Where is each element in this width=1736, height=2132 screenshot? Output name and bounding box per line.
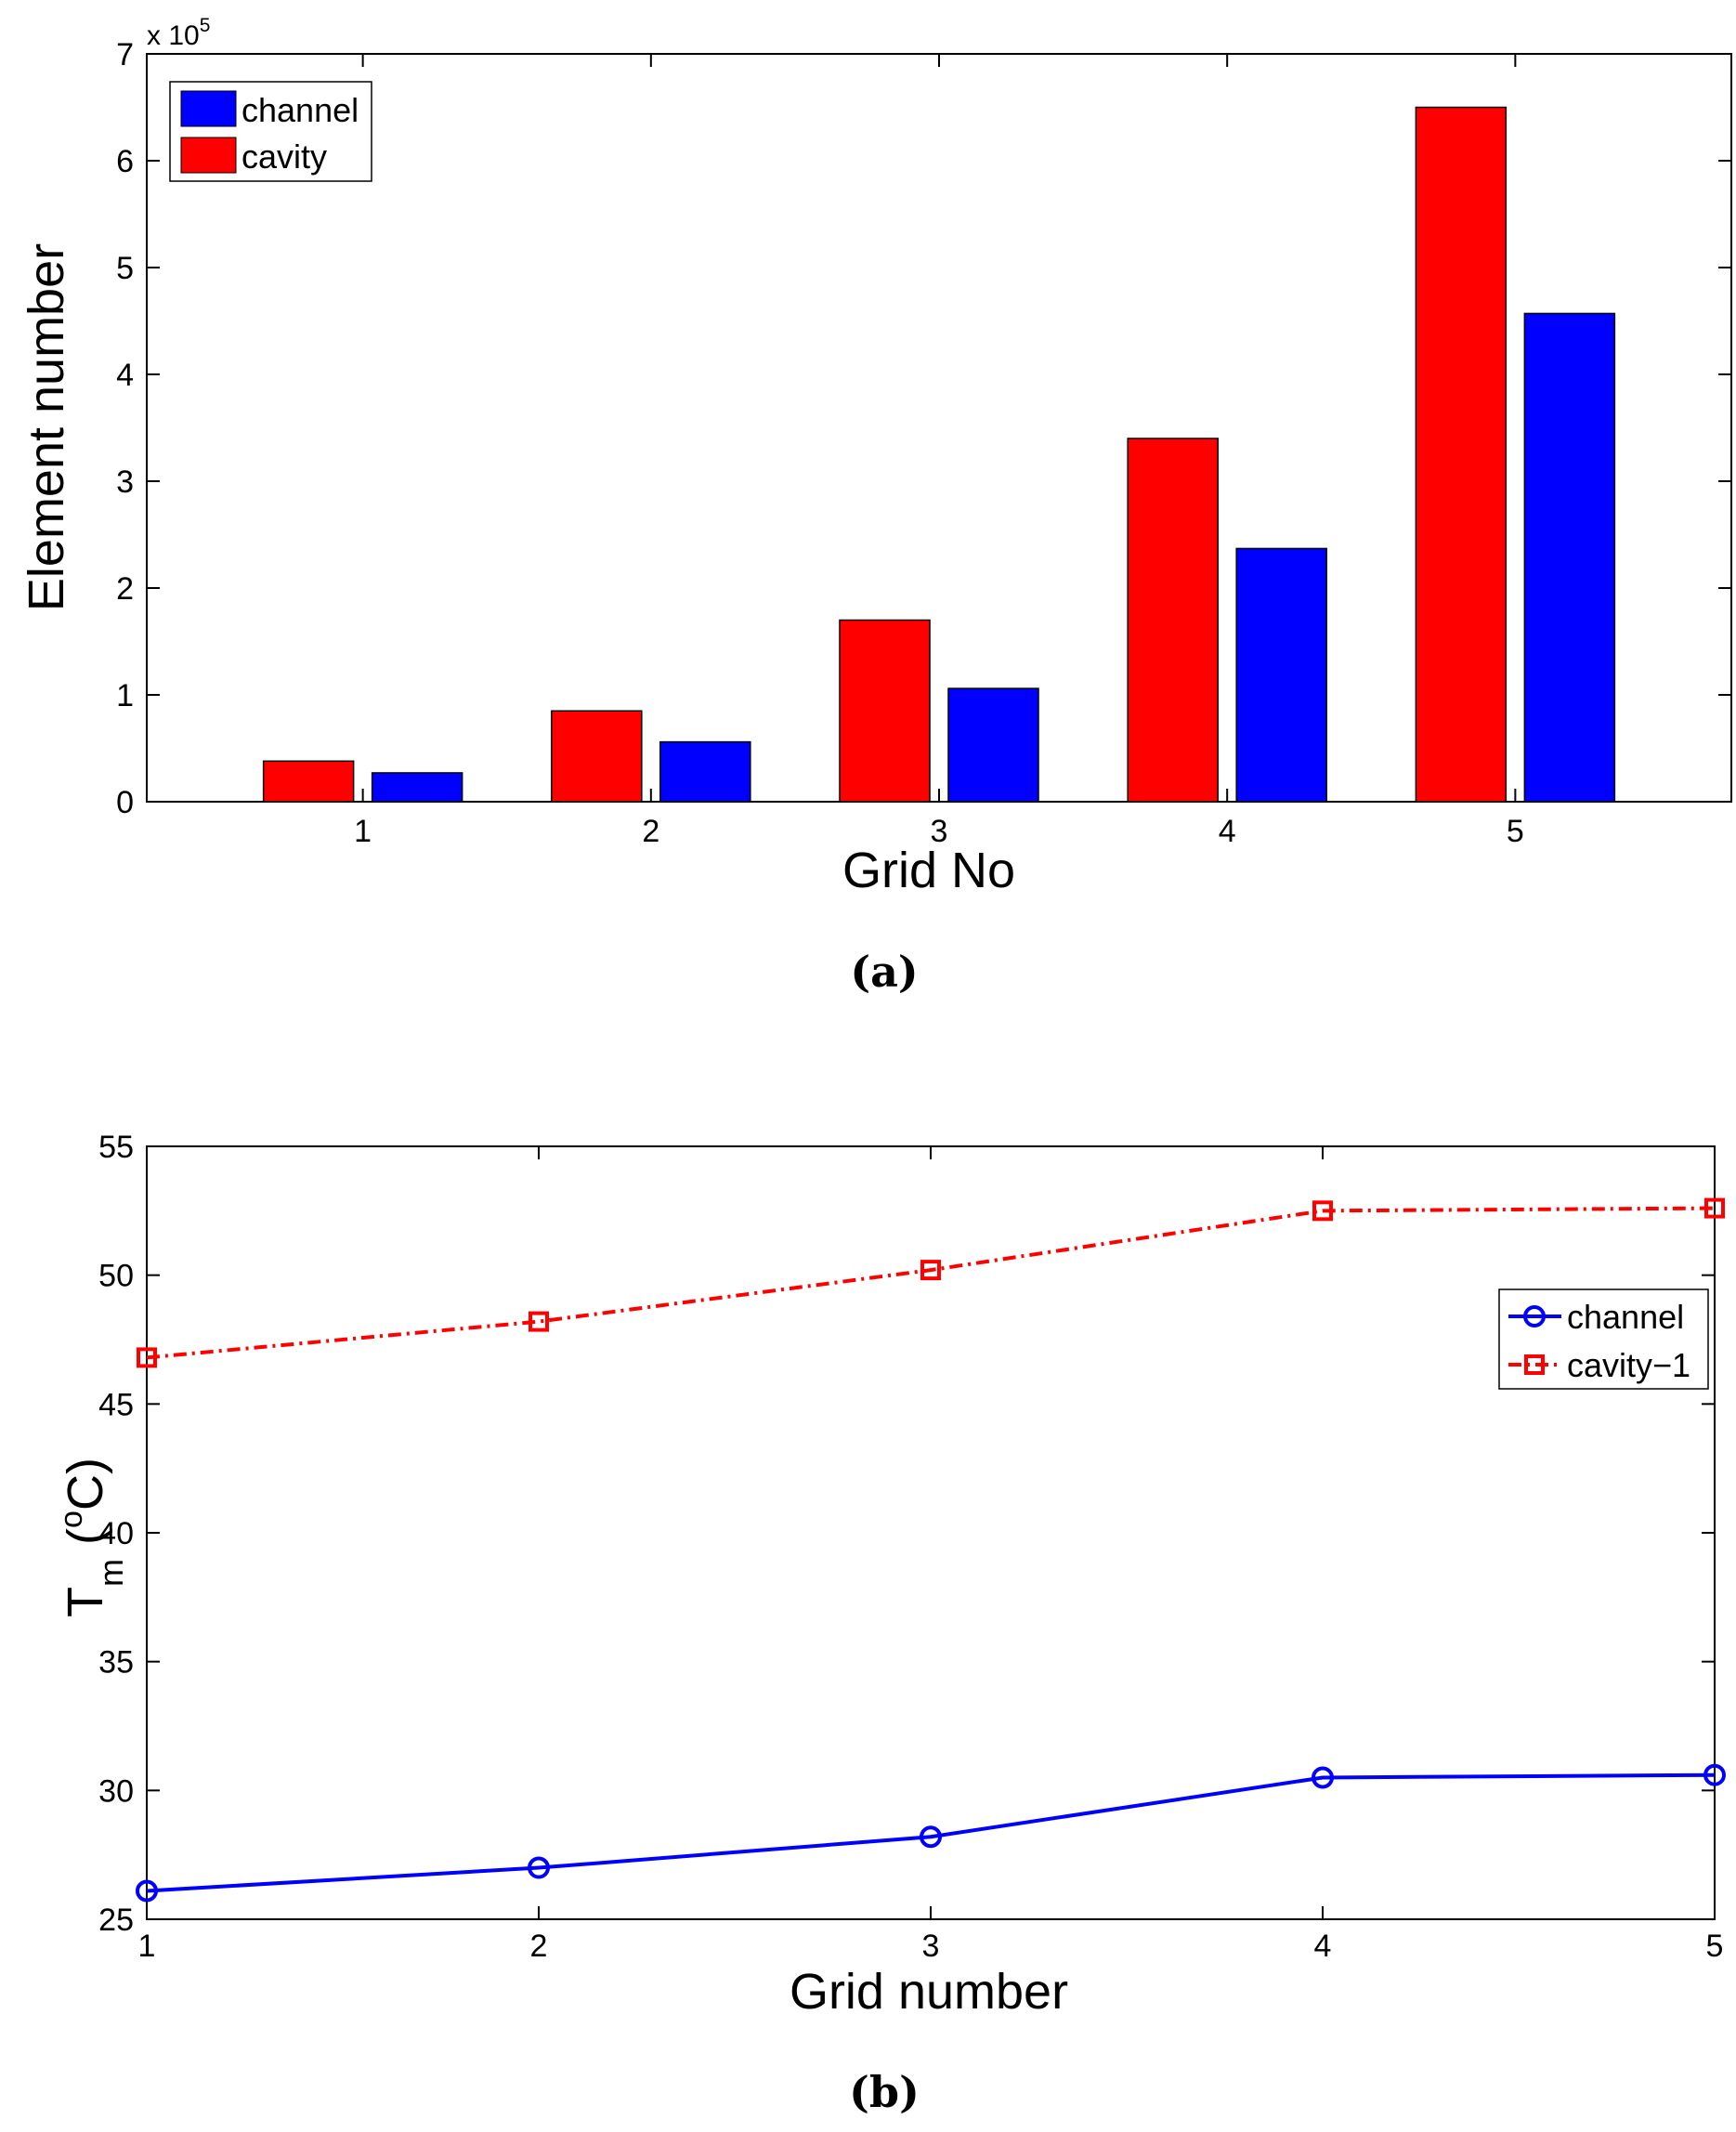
y-axis-title-b: Tm (oC): [54, 1458, 130, 1617]
y-tick-label-a: 5: [116, 251, 134, 286]
point-channel: [1312, 1766, 1334, 1789]
legend-label-channel: channel: [241, 91, 359, 129]
point-cavity−1: [137, 1347, 157, 1368]
x-tick-label-b: 4: [1314, 1929, 1332, 1964]
y-axis-title-a: Element number: [19, 243, 74, 611]
point-cavity−1: [529, 1311, 549, 1332]
series-line-channel: [146, 1772, 1716, 1893]
y-tick-label-a: 1: [116, 678, 134, 713]
x-tick-label-a: 5: [1507, 814, 1524, 849]
bar-cavity: [839, 619, 931, 803]
legend-label-channel-b: channel: [1567, 1298, 1684, 1336]
bar-channel: [1235, 547, 1327, 803]
y-tick-label-a: 0: [116, 785, 134, 820]
x-tick-label-a: 4: [1219, 814, 1236, 849]
y-tick-label-a: 2: [116, 571, 134, 607]
bar-channel: [1523, 312, 1616, 803]
bar-cavity: [551, 710, 643, 803]
y-tick-label-a: 6: [116, 144, 134, 179]
point-channel: [528, 1856, 550, 1879]
point-cavity−1: [1312, 1200, 1333, 1222]
legend-label-cavity: cavity: [241, 137, 327, 176]
legend-a: channel cavity: [169, 81, 372, 182]
exponent-label: x 105: [147, 15, 210, 51]
y-tick-label-b: 50: [98, 1259, 134, 1294]
caption-b: (b): [849, 2067, 920, 2117]
legend-swatch-channel: [180, 90, 237, 127]
series-line-cavity−1: [146, 1206, 1716, 1360]
point-channel: [136, 1879, 158, 1903]
y-tick-label-a: 7: [116, 37, 134, 72]
bar-cavity: [1415, 106, 1508, 803]
plot-area-b: [146, 1145, 1716, 1920]
x-tick-label-b: 5: [1706, 1929, 1724, 1964]
y-tick-label-a: 3: [116, 464, 134, 500]
x-tick-label-a: 3: [931, 814, 948, 849]
caption-a: (a): [850, 947, 918, 997]
point-cavity−1: [1704, 1197, 1725, 1219]
bar-channel: [371, 772, 463, 803]
legend-b: channel cavity−1: [1498, 1288, 1709, 1390]
y-tick-label-b: 45: [98, 1387, 134, 1422]
point-cavity−1: [920, 1260, 941, 1281]
y-tick-label-b: 30: [98, 1773, 134, 1809]
y-tick-label-b: 40: [98, 1516, 134, 1551]
point-channel: [1703, 1763, 1726, 1786]
bar-cavity: [1127, 438, 1219, 803]
y-tick-label-b: 35: [98, 1645, 134, 1681]
x-tick-label-b: 1: [138, 1929, 156, 1964]
x-tick-label-b: 2: [530, 1929, 548, 1964]
bar-channel: [659, 740, 751, 803]
legend-label-cavity-1: cavity−1: [1567, 1346, 1690, 1384]
y-tick-label-b: 55: [98, 1130, 134, 1165]
x-tick-label-a: 2: [642, 814, 659, 849]
x-tick-label-b: 3: [922, 1929, 940, 1964]
y-tick-label-a: 4: [116, 358, 134, 393]
legend-marker-cavity-1: [1524, 1354, 1545, 1375]
legend-swatch-cavity: [180, 137, 237, 174]
bar-chart-a: 0 1 2 3 4 5 6 7 1 2 3 4 5 x 105 Element number Grid…: [19, 15, 1732, 997]
x-axis-title-b: Grid number: [790, 1964, 1068, 2020]
bar-cavity: [262, 760, 355, 803]
x-tick-label-a: 1: [354, 814, 372, 849]
legend-marker-channel: [1523, 1305, 1546, 1328]
x-axis-title-a: Grid No: [842, 843, 1015, 898]
bar-channel: [947, 687, 1039, 803]
point-channel: [920, 1825, 942, 1849]
y-tick-label-b: 25: [98, 1903, 134, 1938]
